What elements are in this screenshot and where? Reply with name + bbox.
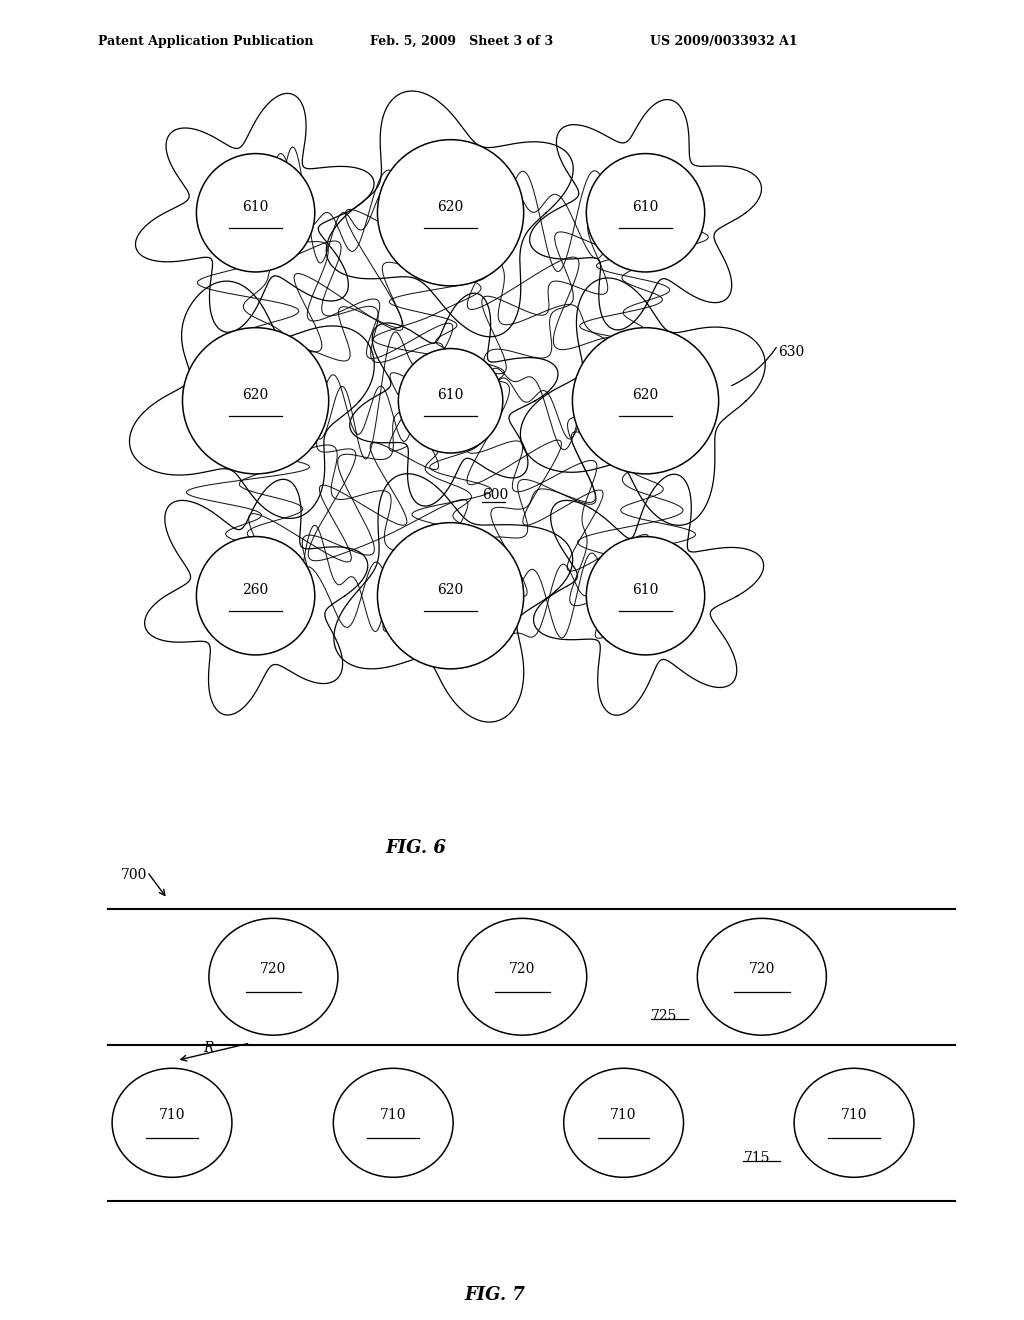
Ellipse shape [563,1068,684,1177]
Text: 720: 720 [509,962,536,975]
Text: 630: 630 [778,345,804,359]
Circle shape [182,327,329,474]
Text: 620: 620 [633,388,658,403]
Circle shape [572,327,719,474]
Text: 600: 600 [482,488,508,502]
Circle shape [587,536,705,655]
Text: 610: 610 [633,201,658,214]
Text: 710: 710 [380,1107,407,1122]
Text: 610: 610 [243,201,268,214]
Circle shape [378,523,523,669]
Text: 710: 710 [610,1107,637,1122]
Circle shape [197,153,314,272]
Ellipse shape [112,1068,231,1177]
Ellipse shape [697,919,826,1035]
Text: 715: 715 [743,1151,770,1164]
Ellipse shape [209,919,338,1035]
Text: 610: 610 [633,583,658,597]
Ellipse shape [458,919,587,1035]
Text: 620: 620 [243,388,268,403]
Text: 720: 720 [260,962,287,975]
Text: 710: 710 [841,1107,867,1122]
Text: 700: 700 [121,867,147,882]
Circle shape [398,348,503,453]
Text: Patent Application Publication: Patent Application Publication [98,36,313,48]
Text: 620: 620 [437,201,464,214]
Circle shape [587,153,705,272]
Text: 620: 620 [437,583,464,597]
Text: 710: 710 [159,1107,185,1122]
Circle shape [197,536,314,655]
Text: R: R [204,1041,214,1055]
Text: FIG. 6: FIG. 6 [385,840,446,858]
Text: Feb. 5, 2009   Sheet 3 of 3: Feb. 5, 2009 Sheet 3 of 3 [370,36,553,48]
Text: 720: 720 [749,962,775,975]
Text: FIG. 7: FIG. 7 [464,1286,525,1304]
Circle shape [378,140,523,286]
Text: 260: 260 [243,583,268,597]
Ellipse shape [333,1068,453,1177]
Text: US 2009/0033932 A1: US 2009/0033932 A1 [650,36,798,48]
Ellipse shape [794,1068,913,1177]
Text: 725: 725 [651,1008,678,1023]
Text: 610: 610 [437,388,464,403]
